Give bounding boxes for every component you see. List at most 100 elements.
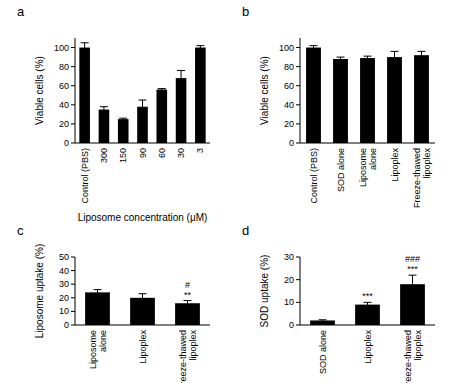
y-tick	[296, 47, 300, 48]
y-axis	[300, 257, 301, 325]
x-axis	[300, 143, 435, 144]
bar	[118, 119, 129, 143]
y-tick	[71, 123, 75, 124]
y-tick	[296, 66, 300, 67]
y-tick-label: 100	[279, 43, 294, 53]
annotation: **	[184, 290, 192, 300]
bar	[355, 305, 380, 325]
x-tick-label: 150	[118, 148, 128, 163]
error-bar	[196, 46, 204, 50]
bar	[360, 58, 375, 143]
error-bar	[337, 57, 345, 61]
error-bar	[391, 51, 399, 62]
panel-label: b	[242, 4, 249, 19]
bar	[85, 292, 110, 325]
error-bar	[94, 290, 102, 295]
y-tick-label: 40	[59, 266, 69, 276]
y-axis	[75, 257, 76, 325]
error-bar	[158, 89, 166, 91]
y-tick	[71, 284, 75, 285]
y-tick	[296, 123, 300, 124]
error-bar	[139, 100, 147, 113]
x-tick-label: 300	[99, 148, 109, 163]
bar	[414, 55, 429, 143]
figure: a020406080100Viable cells (%)Control (PB…	[0, 0, 469, 383]
bar	[310, 320, 335, 325]
y-tick	[71, 297, 75, 298]
x-tick-label: Control (PBS)	[309, 148, 319, 204]
x-tick-label: Freeze-thawedlipoplex	[403, 330, 423, 383]
bar	[306, 48, 321, 143]
error-bar	[364, 302, 372, 307]
y-tick-label: 80	[59, 62, 69, 72]
x-tick-label: 90	[138, 148, 148, 158]
bar	[195, 48, 206, 143]
y-tick-label: 60	[59, 81, 69, 91]
y-tick	[296, 302, 300, 303]
error-bar	[364, 56, 372, 60]
x-axis	[75, 325, 210, 326]
y-tick	[71, 257, 75, 258]
x-axis-title: Liposome concentration (μM)	[78, 212, 208, 223]
x-tick-label: Liposomealone	[88, 330, 108, 369]
x-tick-label: Control (PBS)	[80, 148, 90, 204]
y-tick-label: 0	[64, 138, 69, 148]
error-bar	[310, 46, 318, 50]
panel-label: c	[17, 223, 24, 238]
bar	[175, 303, 200, 325]
bar	[99, 110, 110, 143]
error-bar	[409, 275, 417, 293]
bar	[176, 78, 187, 143]
y-tick-label: 50	[59, 252, 69, 262]
x-tick-label: Lipoplex	[363, 330, 373, 364]
y-axis-title: Viable cells (%)	[259, 56, 270, 125]
annotation: ***	[362, 291, 373, 301]
error-bar	[177, 70, 185, 85]
y-tick	[71, 325, 75, 326]
annotation: ***	[407, 264, 418, 274]
plot-area	[306, 46, 429, 143]
x-tick-label: 60	[157, 148, 167, 158]
x-axis	[300, 325, 435, 326]
annotation: #	[185, 280, 190, 290]
y-tick-label: 20	[59, 293, 69, 303]
bar	[156, 90, 167, 143]
y-axis-title: Viable cells (%)	[34, 56, 45, 125]
y-tick-label: 10	[284, 297, 294, 307]
error-bar	[319, 320, 327, 321]
annotation: ###	[405, 254, 420, 264]
y-tick	[296, 279, 300, 280]
bar	[387, 57, 402, 143]
y-tick	[71, 104, 75, 105]
y-tick-label: 20	[284, 275, 294, 285]
x-tick-label: Freeze-thawedlipoplex	[178, 330, 198, 383]
plot-area	[79, 43, 205, 143]
error-bar	[184, 301, 192, 306]
y-tick-label: 40	[284, 100, 294, 110]
error-bar	[139, 294, 147, 302]
x-tick-label: Liposomealone	[358, 148, 378, 187]
y-tick	[71, 143, 75, 144]
error-bar	[100, 107, 108, 113]
y-tick-label: 40	[59, 100, 69, 110]
bar	[79, 48, 90, 143]
plot-area	[310, 275, 425, 325]
y-tick	[71, 311, 75, 312]
panel: a 0 20 40 60 80 100 Viable cells (%) Control (PB…	[17, 4, 210, 223]
y-tick	[296, 257, 300, 258]
y-tick	[71, 47, 75, 48]
y-tick-label: 100	[54, 43, 69, 53]
y-tick-label: 80	[284, 62, 294, 72]
x-tick-label: Freeze-thawedlipoplex	[412, 148, 432, 209]
panel: c01020304050Liposome uptake (%)Liposomea…	[17, 223, 210, 383]
panel: b020406080100Viable cells (%)Control (PB…	[242, 4, 435, 208]
y-tick-label: 20	[59, 119, 69, 129]
panel-label: d	[242, 223, 249, 238]
y-tick-label: 10	[59, 306, 69, 316]
x-tick-label: SOD alone	[336, 148, 346, 192]
y-tick-label: 30	[284, 252, 294, 262]
y-tick	[71, 85, 75, 86]
error-bar	[119, 118, 127, 120]
panel-label: a	[17, 4, 25, 19]
y-tick-label: 0	[64, 320, 69, 330]
